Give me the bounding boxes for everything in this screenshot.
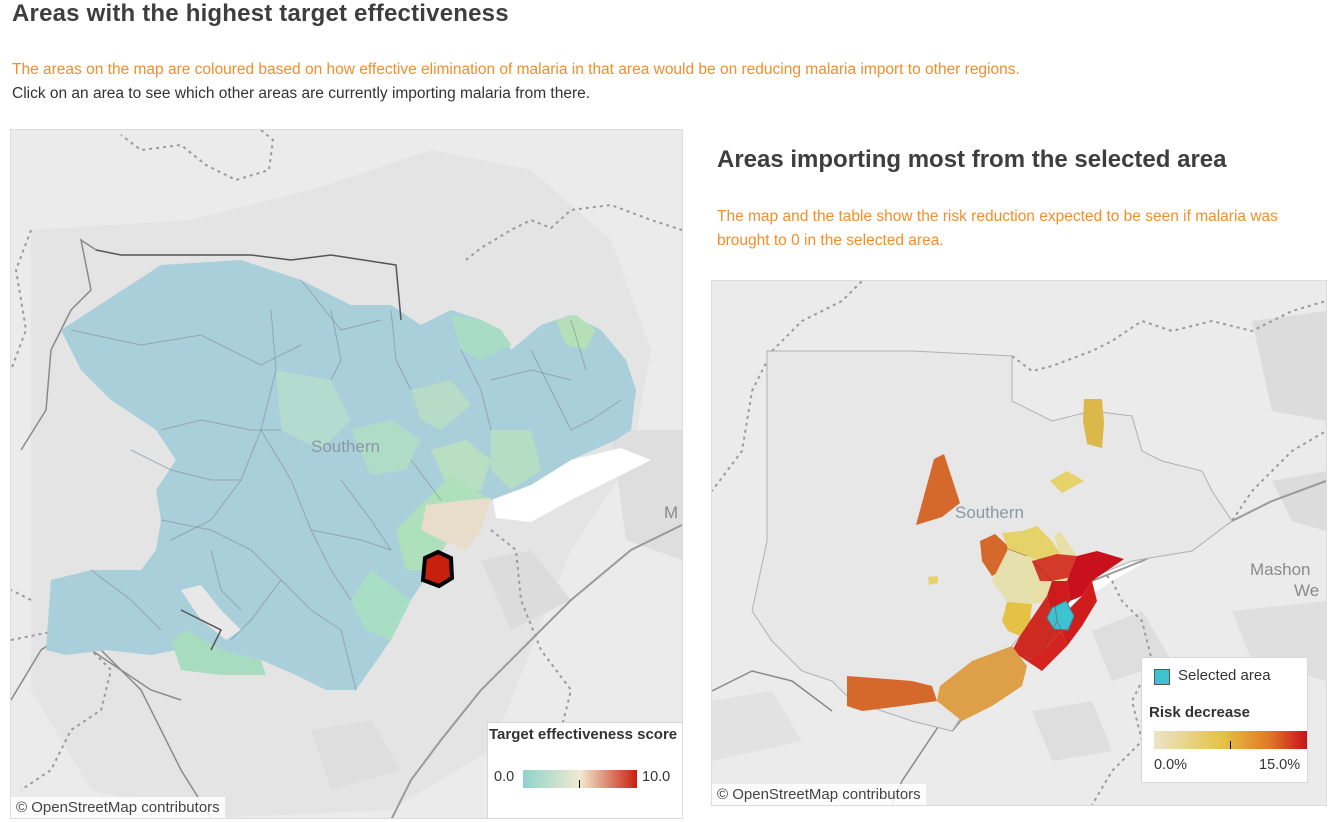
risk-decrease-map[interactable]: Southern Mashon We © OpenStreetMap contr… bbox=[711, 280, 1327, 806]
place-label-southern: Southern bbox=[311, 437, 380, 456]
selected-area[interactable] bbox=[420, 549, 455, 589]
area-low-score[interactable] bbox=[411, 380, 471, 430]
legend-color-ramp bbox=[523, 770, 637, 788]
importing-area[interactable] bbox=[916, 454, 960, 525]
effectiveness-legend: Target effectiveness score 0.0 10.0 bbox=[487, 722, 682, 818]
importing-area[interactable] bbox=[928, 576, 938, 585]
right-panel-title: Areas importing most from the selected a… bbox=[717, 146, 1227, 173]
importing-area[interactable] bbox=[1050, 471, 1084, 493]
legend-max-label: 15.0% bbox=[1259, 757, 1301, 773]
district-boundaries bbox=[1007, 548, 1063, 652]
map-attribution[interactable]: © OpenStreetMap contributors bbox=[712, 784, 926, 805]
area-low-score[interactable] bbox=[276, 370, 351, 450]
importing-area[interactable] bbox=[1032, 554, 1077, 581]
importing-area[interactable] bbox=[1083, 399, 1104, 448]
area-low-score[interactable] bbox=[351, 570, 411, 640]
map-instruction: Click on an area to see which other area… bbox=[12, 85, 591, 102]
place-label-southern: Southern bbox=[955, 503, 1024, 522]
legend-tick bbox=[1230, 741, 1231, 749]
area-low-score[interactable] bbox=[171, 630, 266, 675]
target-effectiveness-map[interactable]: Southern M © OpenStreetMap contributors … bbox=[10, 129, 683, 819]
country-border bbox=[95, 249, 402, 321]
district-boundaries bbox=[70, 279, 622, 691]
right-panel-description: The map and the table show the risk redu… bbox=[717, 208, 1278, 249]
area-low-score[interactable] bbox=[351, 420, 421, 475]
importing-area[interactable] bbox=[847, 676, 937, 711]
legend-title: Risk decrease bbox=[1149, 704, 1250, 721]
effectiveness-region[interactable] bbox=[46, 260, 636, 690]
selected-area[interactable] bbox=[1046, 600, 1075, 631]
place-label-mashonaland: Mashon bbox=[1250, 560, 1310, 579]
selected-area-swatch bbox=[1154, 669, 1170, 685]
legend-min-label: 0.0% bbox=[1154, 757, 1188, 773]
legend-max-label: 10.0 bbox=[642, 769, 671, 785]
area-low-score[interactable] bbox=[556, 315, 596, 350]
area-low-score[interactable] bbox=[451, 315, 511, 360]
importing-area[interactable] bbox=[1027, 631, 1067, 671]
map-canvas[interactable]: Southern M bbox=[11, 130, 682, 818]
importing-area[interactable] bbox=[992, 549, 1042, 604]
legend-color-ramp bbox=[1154, 731, 1307, 749]
page-title: Areas with the highest target effectiven… bbox=[12, 0, 509, 27]
place-label-edge: M bbox=[664, 503, 678, 522]
map-attribution[interactable]: © OpenStreetMap contributors bbox=[11, 797, 225, 818]
legend-selected-label: Selected area bbox=[1178, 667, 1271, 684]
importing-area[interactable] bbox=[1002, 526, 1060, 561]
importing-area[interactable] bbox=[1002, 602, 1032, 636]
importing-area[interactable] bbox=[937, 646, 1027, 721]
area-low-score[interactable] bbox=[491, 430, 541, 490]
legend-min-label: 0.0 bbox=[494, 769, 515, 785]
map-description: The areas on the map are coloured based … bbox=[12, 61, 1020, 78]
place-label-west: We bbox=[1294, 581, 1319, 600]
importing-area[interactable] bbox=[1067, 551, 1124, 601]
legend-tick bbox=[579, 780, 580, 788]
lake-shape bbox=[491, 448, 651, 522]
area-high-score[interactable] bbox=[421, 498, 491, 550]
legend-title: Target effectiveness score bbox=[489, 726, 678, 743]
risk-decrease-legend: Selected area Risk decrease 0.0% 15.0% bbox=[1141, 657, 1308, 783]
